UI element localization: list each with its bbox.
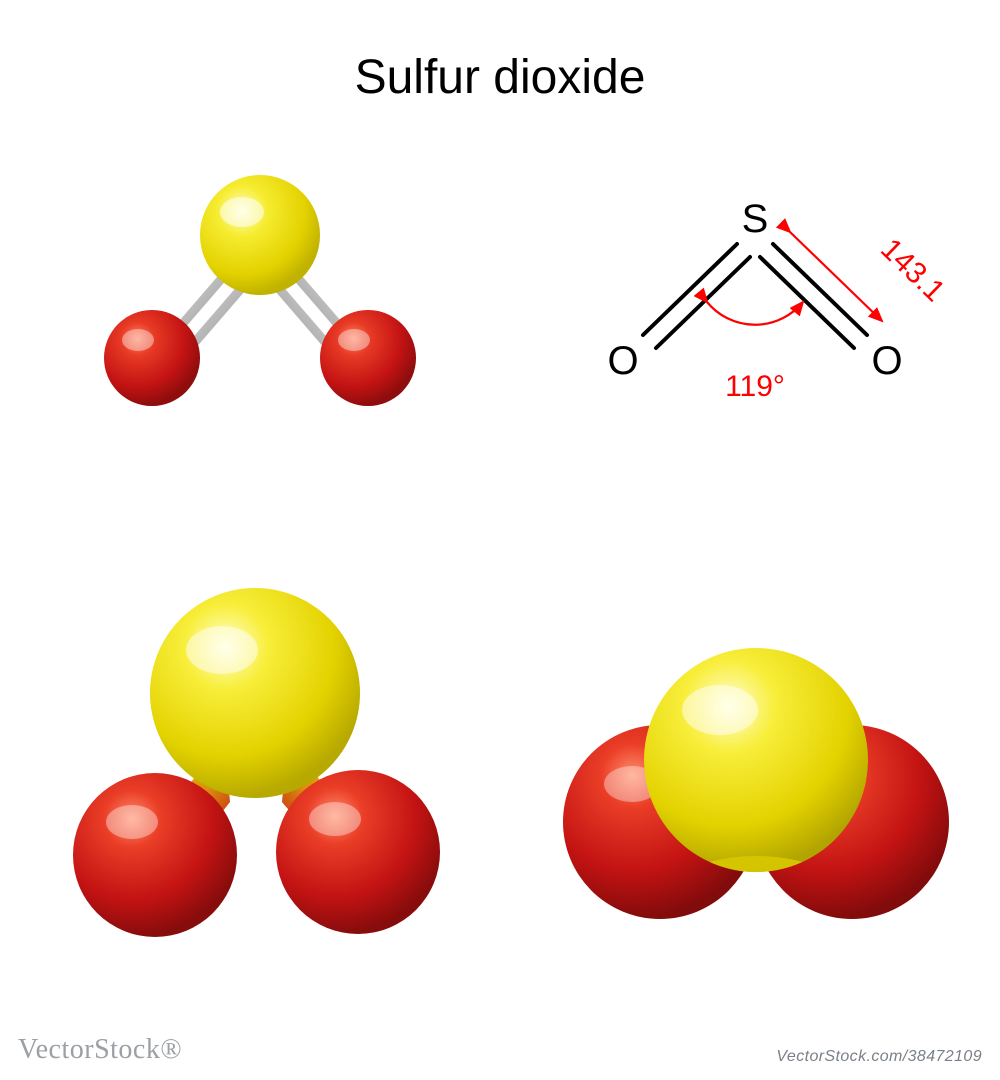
oxygen-right-atom (276, 770, 440, 934)
oxygen-left-atom (104, 310, 200, 406)
ball-and-stick-model (0, 0, 500, 465)
oxygen-left-label: O (607, 339, 638, 383)
sulfur-atom (644, 648, 868, 872)
sulfur-atom (200, 175, 320, 295)
double-bond-left (643, 244, 750, 348)
oxygen-left-atom (73, 773, 237, 937)
oxygen-right-label: O (871, 339, 902, 383)
length-label: 143.1 (874, 232, 951, 308)
angle-arc (707, 302, 803, 325)
fused-model (0, 540, 500, 1005)
double-bond-right (760, 244, 867, 348)
space-filling-model (500, 540, 1000, 1005)
watermark-id: VectorStock.com/38472109 (776, 1048, 982, 1066)
oxygen-right-atom (320, 310, 416, 406)
angle-label: 119° (725, 370, 785, 403)
sulfur-atom (150, 588, 360, 798)
sulfur-label: S (742, 197, 769, 241)
structural-formula: S O O 119° 143.1 (500, 0, 1000, 465)
watermark-brand: VectorStock® (18, 1034, 182, 1066)
